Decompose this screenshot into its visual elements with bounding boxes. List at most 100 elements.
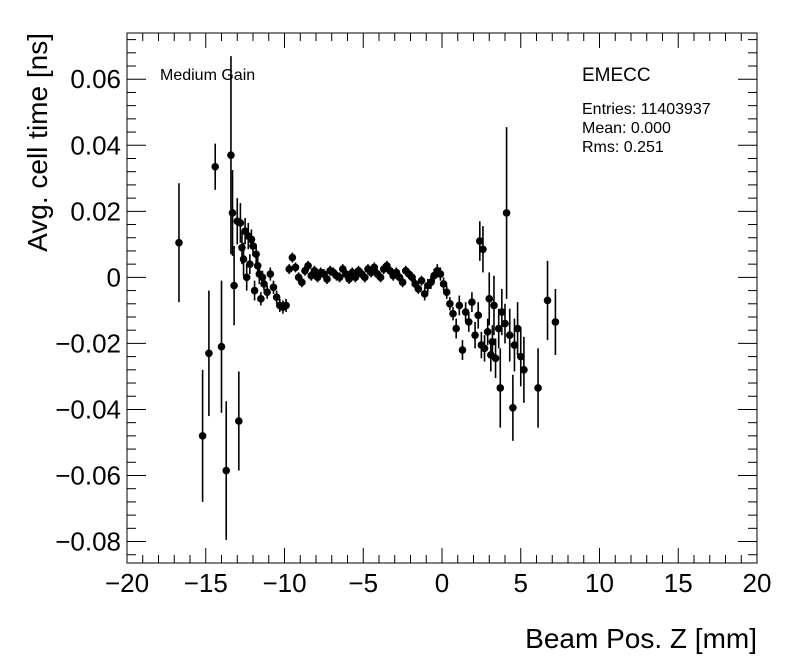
data-point (247, 235, 256, 244)
data-point (269, 283, 278, 292)
data-point (272, 293, 281, 301)
data-point (488, 337, 497, 346)
data-point (249, 242, 257, 250)
y-tick-label: 0.06 (70, 64, 121, 94)
data-point (471, 331, 479, 339)
data-point (449, 309, 457, 318)
data-point (476, 237, 484, 245)
data-point (496, 384, 505, 392)
data-point (263, 288, 271, 297)
data-point (520, 366, 528, 374)
data-point (285, 265, 294, 273)
x-tick-label: 5 (514, 568, 528, 598)
data-point (398, 278, 407, 287)
x-tick-label: 15 (664, 568, 693, 598)
data-point (310, 266, 319, 275)
y-tick-label: 0 (107, 262, 121, 292)
x-tick-label: −20 (105, 568, 149, 598)
gain-label: Medium Gain (160, 67, 255, 84)
data-point (351, 273, 360, 282)
stats-rms: Rms: 0.251 (582, 139, 664, 156)
data-point (510, 341, 519, 349)
data-point (260, 280, 268, 288)
data-point (175, 238, 183, 247)
data-point (266, 270, 275, 278)
data-point (252, 250, 260, 259)
data-point (509, 403, 517, 412)
data-point (282, 301, 290, 310)
data-point (227, 151, 235, 159)
data-point (474, 311, 483, 320)
data-point (370, 263, 379, 272)
stats-entries: Entries: 11403937 (582, 101, 711, 118)
data-point (235, 417, 243, 425)
data-point (480, 344, 489, 353)
data-point (335, 273, 344, 282)
data-point (217, 342, 226, 351)
y-tick-label: 0.02 (70, 196, 121, 226)
data-point (205, 349, 213, 358)
x-tick-label: −10 (262, 568, 306, 598)
data-point (376, 273, 385, 282)
data-point (516, 352, 525, 361)
data-point (258, 273, 267, 282)
data-point (505, 331, 514, 339)
detector-label: EMECC (582, 65, 651, 86)
data-point (238, 243, 246, 252)
data-point (288, 253, 297, 262)
data-point (501, 319, 509, 328)
data-point (491, 354, 500, 363)
stats-mean: Mean: 0.000 (582, 120, 671, 137)
y-tick-label: −0.04 (55, 394, 121, 424)
data-point (483, 328, 492, 336)
data-point (468, 298, 476, 306)
data-point (534, 384, 542, 392)
y-tick-label: 0.04 (70, 130, 121, 160)
data-point (439, 280, 448, 288)
data-point (420, 290, 429, 298)
data-point (490, 301, 498, 310)
data-point (498, 308, 506, 316)
x-tick-label: −15 (184, 568, 228, 598)
x-axis-title: Beam Pos. Z [mm] (525, 623, 757, 654)
data-point (458, 346, 467, 354)
data-point (211, 162, 219, 171)
x-tick-label: 0 (435, 568, 449, 598)
plot-frame (126, 32, 758, 564)
y-axis-title: Avg. cell time [ns] (22, 33, 53, 252)
data-point (513, 324, 522, 333)
data-point (228, 209, 237, 217)
data-point (452, 324, 460, 333)
data-point (485, 295, 494, 303)
x-tick-label: −5 (348, 568, 378, 598)
data-point (446, 299, 454, 308)
data-point (198, 432, 207, 440)
data-point (222, 466, 231, 475)
data-point (323, 275, 331, 283)
y-tick-label: −0.08 (55, 527, 121, 557)
data-point (414, 285, 423, 293)
data-point (298, 278, 306, 287)
data-point (502, 209, 511, 217)
data-point (250, 286, 259, 295)
data-point (551, 318, 560, 326)
data-point (479, 245, 487, 254)
data-point (345, 275, 353, 283)
data-point (427, 278, 435, 287)
data-point (442, 288, 451, 297)
data-point (455, 301, 464, 310)
data-point (253, 262, 262, 270)
data-point (304, 262, 312, 270)
x-tick-label: 10 (585, 568, 614, 598)
x-tick-label: 20 (743, 568, 772, 598)
data-point (436, 270, 445, 278)
y-tick-label: −0.02 (55, 328, 121, 358)
data-point (236, 219, 245, 227)
data-point (461, 308, 470, 316)
data-point (239, 255, 248, 263)
axis-tick-labels: −20 −15 −10 −5 0 5 10 15 20 −0.08 −0.06 −0.04 −0.02 0… (55, 64, 771, 598)
data-point (408, 273, 416, 282)
data-point (230, 281, 238, 290)
